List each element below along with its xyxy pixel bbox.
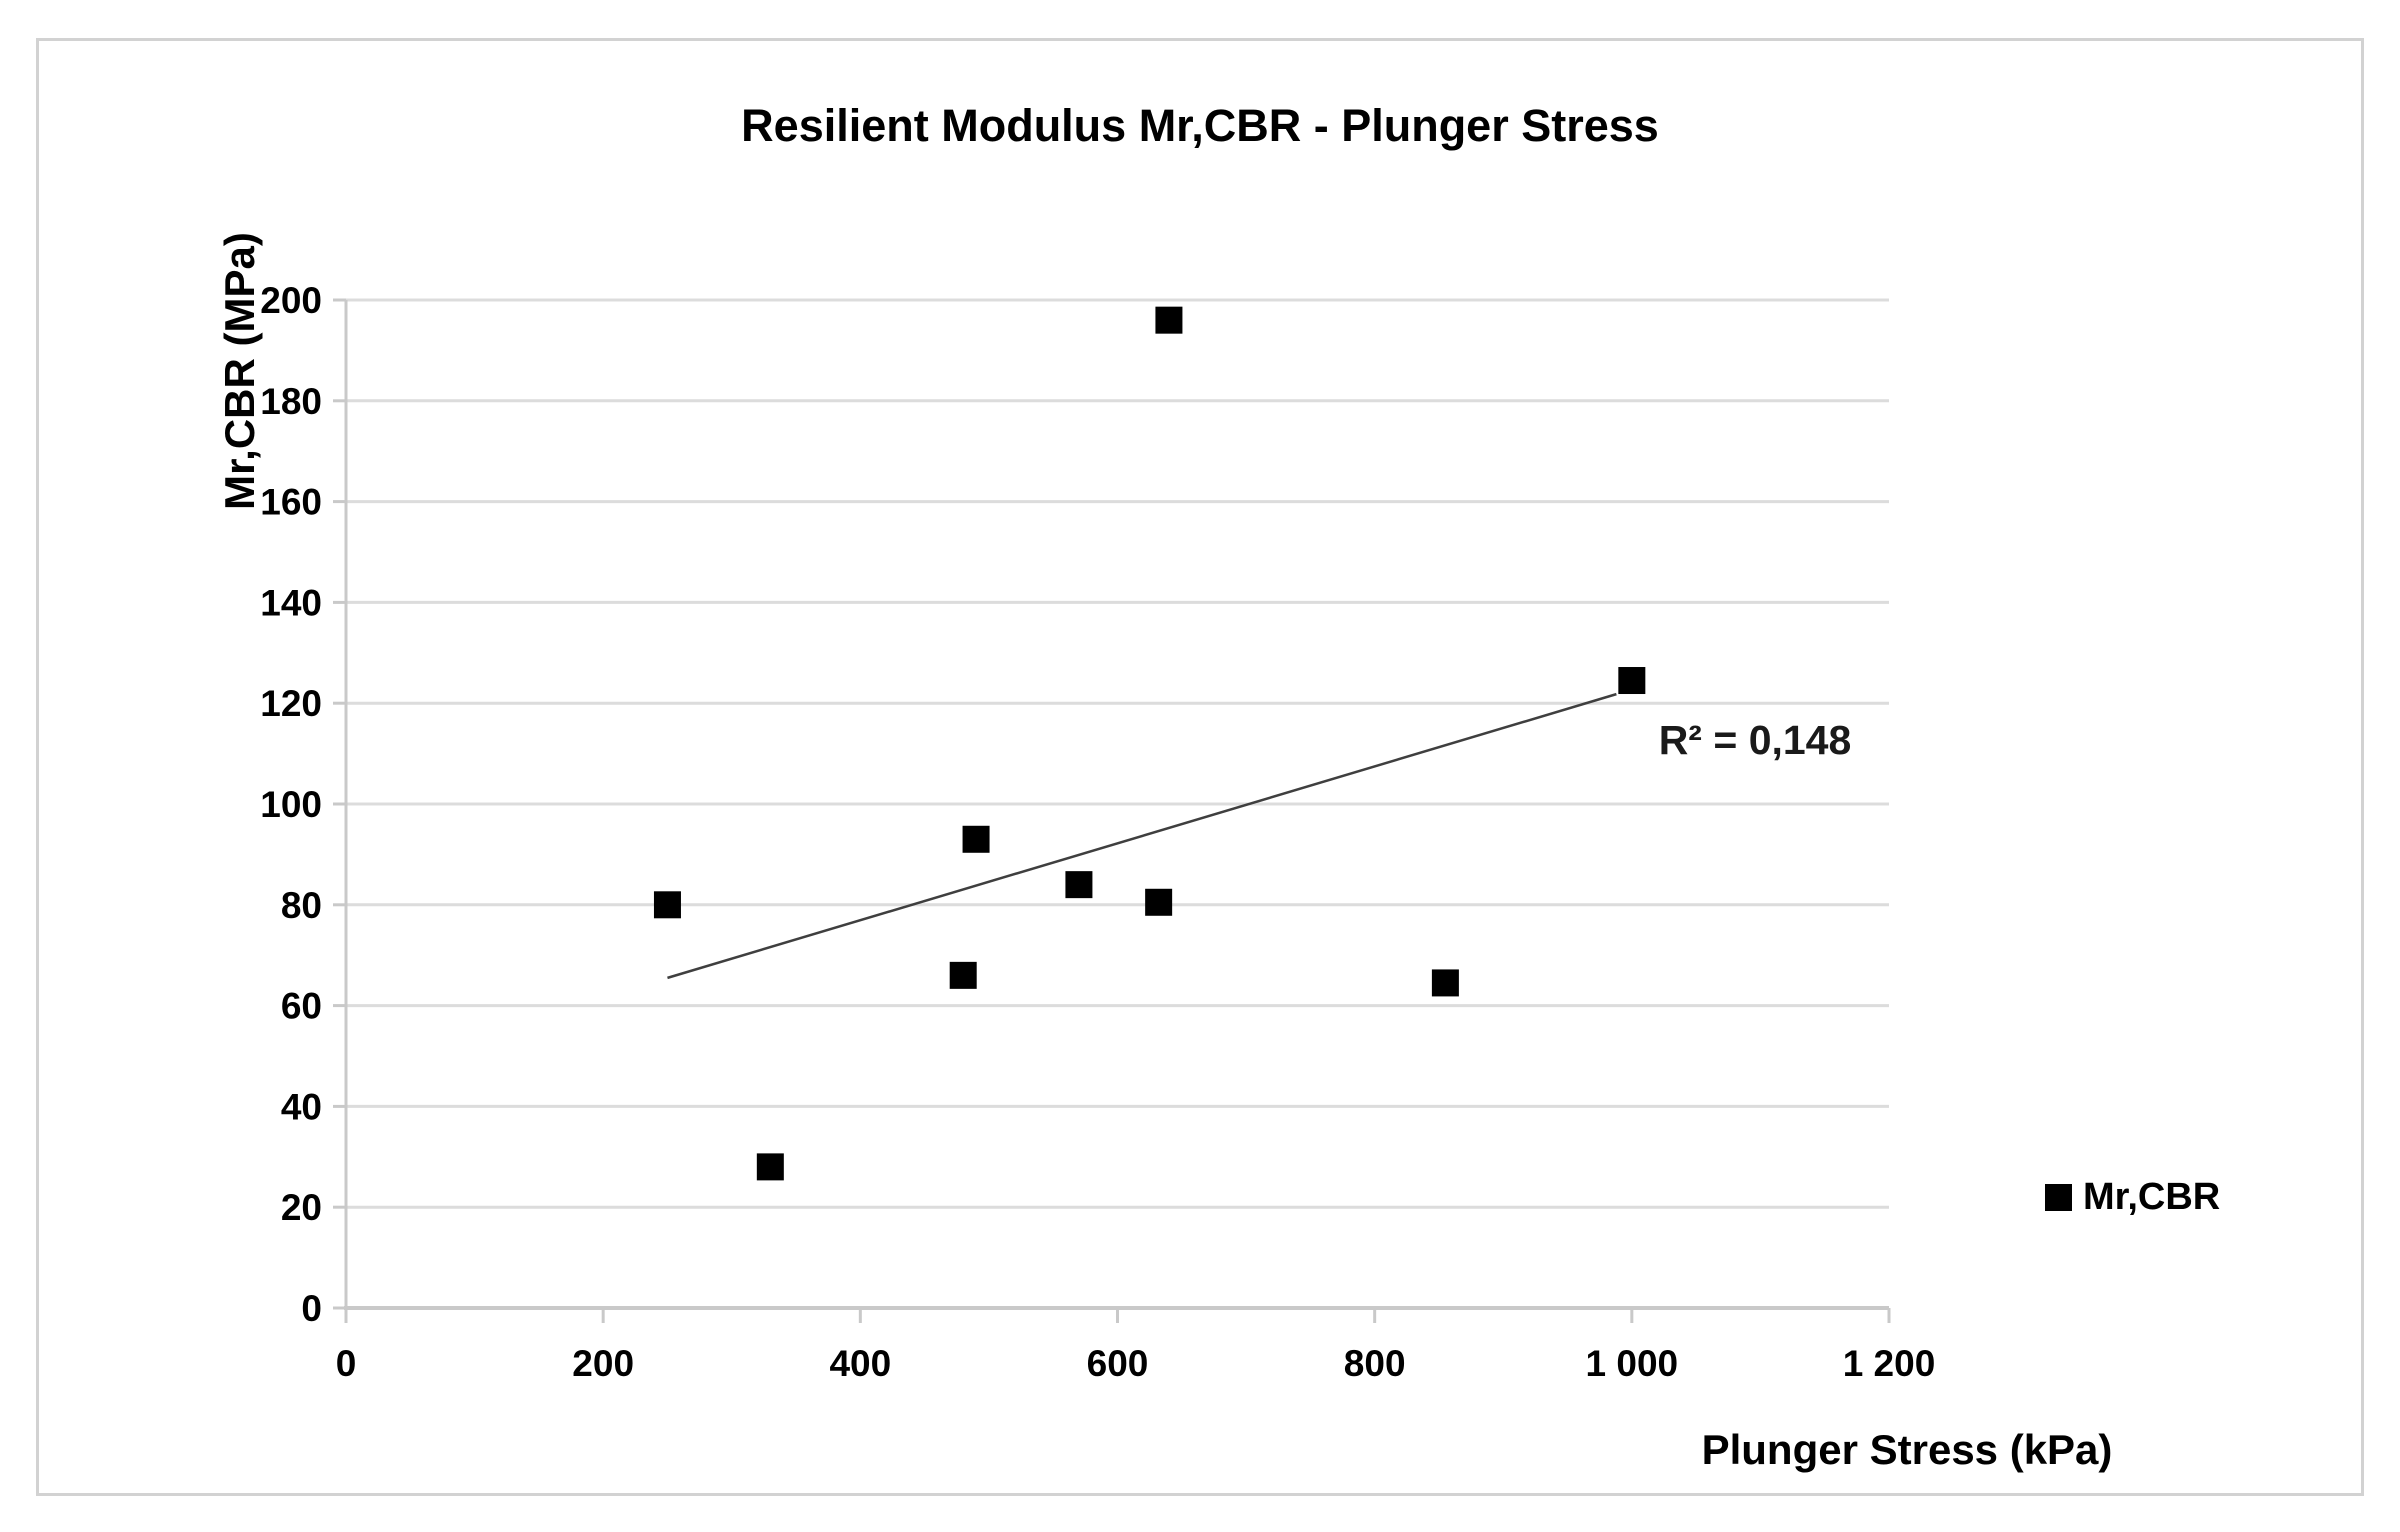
x-tick-label: 800 [1344, 1343, 1406, 1384]
x-tick-label: 400 [829, 1343, 891, 1384]
data-point-marker [949, 961, 977, 989]
trendline [667, 692, 1617, 980]
chart-title: Resilient Modulus Mr,CBR - Plunger Stres… [741, 100, 1659, 151]
y-tick-label: 160 [260, 482, 322, 523]
legend-series-label: Mr,CBR [2083, 1176, 2221, 1218]
data-point-marker [756, 1153, 784, 1181]
y-tick-label: 60 [281, 986, 322, 1027]
data-point-marker [1618, 667, 1646, 695]
legend: Mr,CBR [2045, 1176, 2221, 1218]
data-point-marker [962, 825, 990, 853]
data-point-marker [1155, 306, 1183, 334]
x-tick-label: 1 200 [1843, 1343, 1936, 1384]
data-point-marker [1431, 969, 1459, 997]
y-tick-label: 120 [260, 683, 322, 724]
x-tick-label: 0 [336, 1343, 357, 1384]
y-tick-label: 140 [260, 582, 322, 623]
x-tick-label: 600 [1087, 1343, 1149, 1384]
y-tick-label: 200 [260, 280, 322, 321]
x-tick-label: 200 [572, 1343, 634, 1384]
x-tick-label: 1 000 [1586, 1343, 1679, 1384]
y-tick-label: 80 [281, 885, 322, 926]
y-axis-title: Mr,CBR (MPa) [216, 232, 263, 510]
data-point-marker [653, 891, 681, 919]
y-tick-label: 40 [281, 1086, 322, 1127]
data-point-marker [1065, 871, 1093, 899]
data-point-marker [1145, 888, 1173, 916]
x-axis-title: Plunger Stress (kPa) [1701, 1426, 2113, 1473]
y-tick-label: 180 [260, 381, 322, 422]
y-tick-label: 100 [260, 784, 322, 825]
y-tick-label: 0 [301, 1288, 322, 1329]
y-tick-label: 20 [281, 1187, 322, 1228]
legend-square-marker-icon [2045, 1183, 2072, 1211]
chart-frame [36, 38, 2364, 1496]
r-squared-annotation: R² = 0,148 [1658, 717, 1852, 763]
